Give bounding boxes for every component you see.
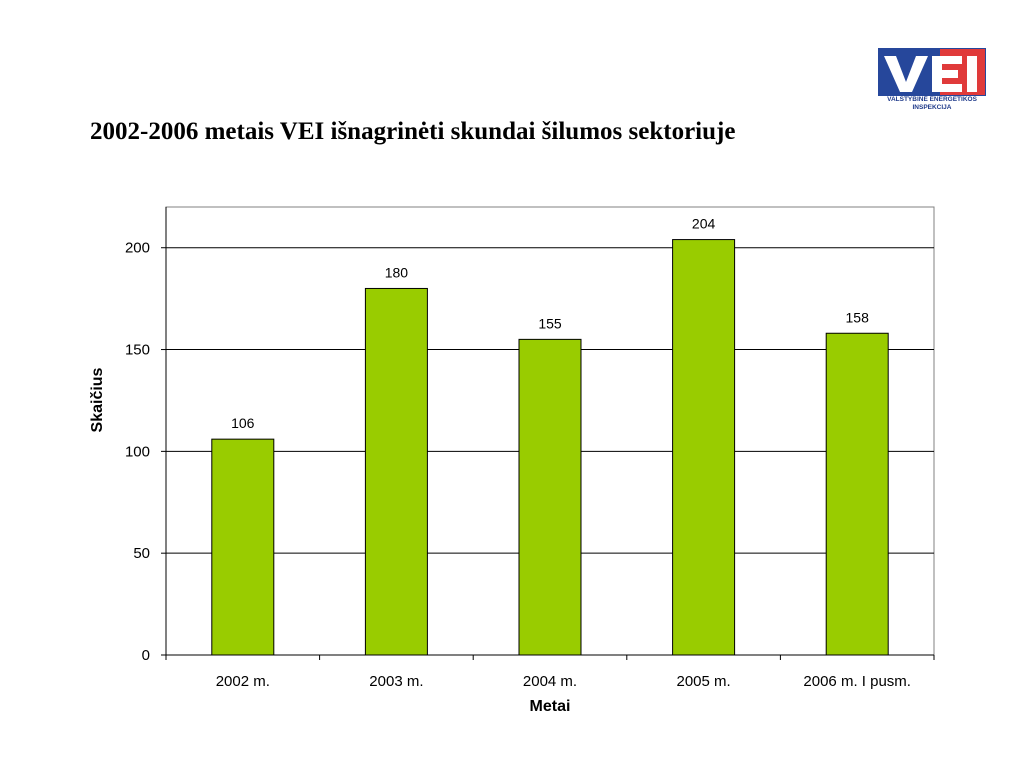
bar-1 [364, 287, 428, 656]
x-tick-label-2: 2004 m. [523, 673, 577, 690]
x-tick-label-0: 2002 m. [216, 673, 270, 690]
vei-logo-caption: VALSTYBINĖ ENERGETIKOS INSPEKCIJA [876, 96, 988, 112]
x-tick-label-4: 2006 m. I pusm. [803, 673, 911, 690]
y-tick-label-0: 0 [142, 647, 150, 664]
data-labels: 106 180 155 204 158 [231, 216, 869, 432]
x-tick-labels: 2002 m. 2003 m. 2004 m. 2005 m. 2006 m. I pu… [216, 673, 911, 690]
vei-logo-caption-line1: VALSTYBINĖ ENERGETIKOS [887, 96, 977, 103]
slide-title: 2002-2006 metais VEI išnagrinėti skundai… [90, 118, 736, 145]
bar-2 [518, 338, 582, 656]
data-label-1: 180 [385, 264, 409, 280]
y-axis-title: Skaičius [89, 367, 106, 432]
y-tick-label-50: 50 [133, 545, 150, 562]
vei-logo-caption-line2: INSPEKCIJA [912, 104, 952, 111]
x-tick-label-1: 2003 m. [369, 673, 423, 690]
data-label-0: 106 [231, 415, 255, 431]
vei-logo: VALSTYBINĖ ENERGETIKOS INSPEKCIJA [876, 48, 988, 120]
y-tick-label-100: 100 [125, 443, 150, 460]
bar-3 [672, 239, 736, 656]
data-label-4: 158 [846, 309, 870, 325]
x-tick-label-3: 2005 m. [676, 673, 730, 690]
y-tick-label-200: 200 [125, 240, 150, 257]
bar-0 [211, 438, 275, 656]
bars [211, 239, 889, 656]
bar-4 [825, 332, 889, 656]
y-tick-label-150: 150 [125, 342, 150, 359]
axes [161, 207, 935, 660]
y-tick-labels: 0 50 100 150 200 [125, 240, 150, 664]
vei-logo-mark [878, 48, 986, 96]
data-label-2: 155 [538, 315, 562, 331]
data-label-3: 204 [692, 216, 716, 232]
x-axis-title: Metai [530, 698, 571, 715]
